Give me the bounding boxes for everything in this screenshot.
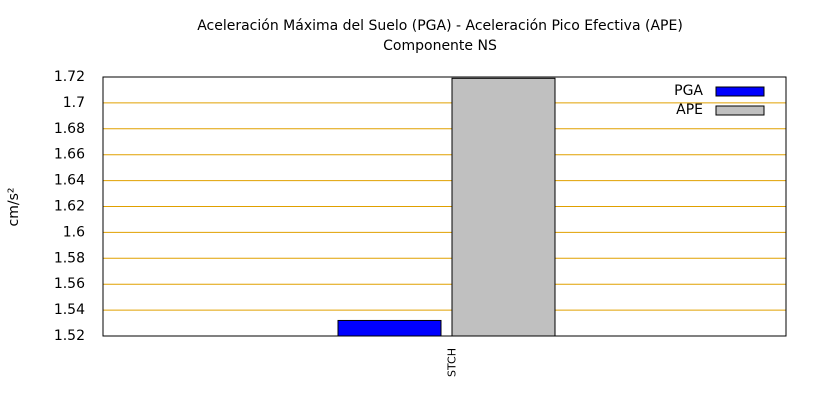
bar — [337, 319, 442, 337]
legend-swatch — [715, 86, 765, 97]
chart-title: Aceleración Máxima del Suelo (PGA) - Ace… — [197, 18, 683, 34]
y-axis-label: cm/s² — [6, 188, 22, 227]
chart-subtitle: Componente NS — [383, 38, 497, 54]
plot-frame — [102, 76, 787, 337]
y-tick-label: 1.62 — [54, 199, 85, 215]
y-tick-label: 1.54 — [54, 302, 85, 318]
legend-label: APE — [676, 102, 703, 118]
bar — [451, 77, 556, 337]
legend-label: PGA — [674, 83, 703, 99]
x-tick-label: STCH — [446, 348, 459, 377]
y-tick-label: 1.72 — [54, 69, 85, 85]
y-tick-label: 1.6 — [63, 224, 85, 240]
y-tick-label: 1.68 — [54, 121, 85, 137]
legend-swatch — [715, 105, 765, 116]
y-tick-label: 1.66 — [54, 147, 85, 163]
y-tick-label: 1.58 — [54, 250, 85, 266]
y-tick-label: 1.52 — [54, 328, 85, 344]
y-tick-label: 1.64 — [54, 173, 85, 189]
y-tick-label: 1.7 — [63, 95, 85, 111]
y-tick-label: 1.56 — [54, 276, 85, 292]
